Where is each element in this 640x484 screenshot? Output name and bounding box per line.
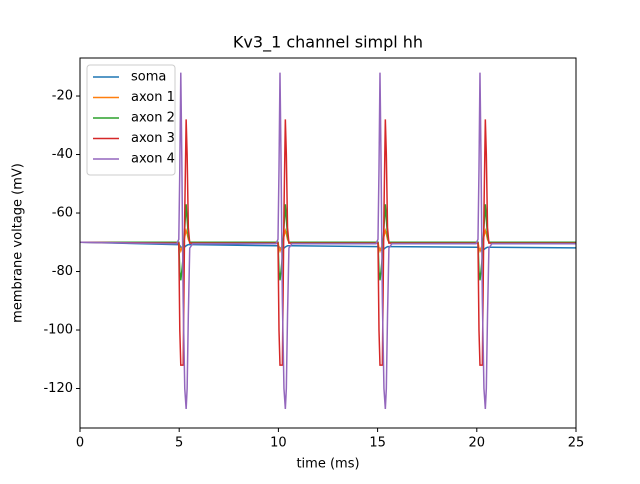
legend-label: axon 4 xyxy=(131,152,175,167)
y-tick-label: -40 xyxy=(52,147,73,162)
series-line xyxy=(80,204,576,281)
x-tick-label: 15 xyxy=(369,436,386,451)
plot-frame xyxy=(79,57,577,429)
legend-box xyxy=(86,64,176,176)
series-line xyxy=(80,72,576,410)
x-tick-label: 5 xyxy=(175,436,183,451)
y-tick-label: -80 xyxy=(52,264,73,279)
y-tick-label: -20 xyxy=(52,89,73,104)
x-tick-label: 10 xyxy=(270,436,287,451)
x-tick-label: 0 xyxy=(76,436,84,451)
chart-title: Kv3_1 channel simpl hh xyxy=(233,33,423,53)
y-tick-label: -120 xyxy=(43,381,73,396)
x-axis-label: time (ms) xyxy=(296,457,359,472)
x-tick-label: 25 xyxy=(568,436,585,451)
legend-label: axon 2 xyxy=(131,111,175,126)
y-axis-label: membrane voltage (mV) xyxy=(11,163,26,323)
y-tick-label: -60 xyxy=(52,206,73,221)
legend-label: soma xyxy=(131,70,166,85)
y-tick-label: -100 xyxy=(43,323,73,338)
legend-label: axon 3 xyxy=(131,131,175,146)
legend-label: axon 1 xyxy=(131,90,175,105)
x-tick-label: 20 xyxy=(469,436,486,451)
